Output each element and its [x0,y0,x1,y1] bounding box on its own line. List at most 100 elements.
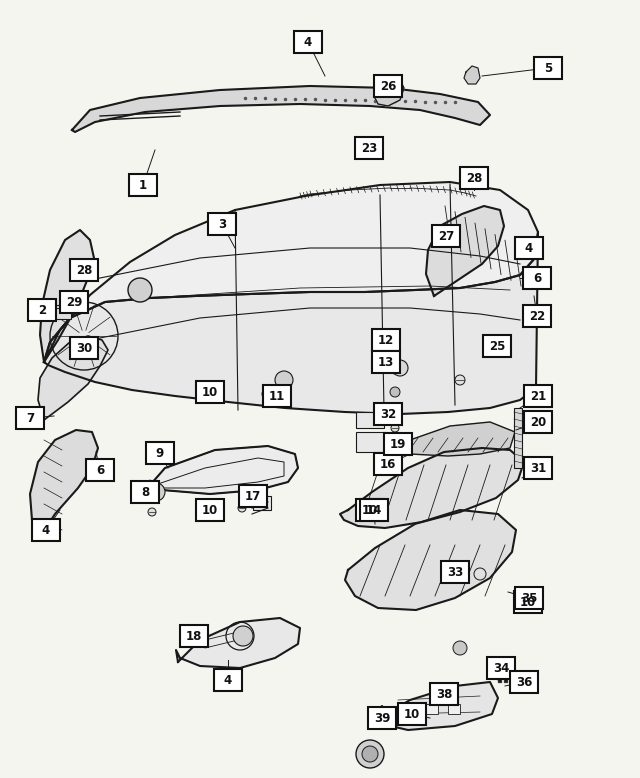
Text: 39: 39 [374,712,390,724]
FancyBboxPatch shape [374,403,402,425]
Polygon shape [44,182,538,362]
Bar [253,496,271,510]
Text: 33: 33 [447,566,463,579]
Text: 10: 10 [362,503,378,517]
Circle shape [147,483,165,501]
Polygon shape [345,510,516,610]
FancyBboxPatch shape [430,683,458,705]
Text: 35: 35 [521,591,537,605]
Circle shape [128,278,152,302]
FancyBboxPatch shape [487,657,515,679]
Text: 4: 4 [224,674,232,686]
FancyBboxPatch shape [131,481,159,503]
Polygon shape [30,430,98,540]
FancyBboxPatch shape [239,485,267,507]
Text: 18: 18 [186,629,202,643]
Circle shape [275,371,293,389]
Text: 28: 28 [76,264,92,276]
Text: 13: 13 [378,356,394,369]
FancyBboxPatch shape [28,299,56,321]
FancyBboxPatch shape [196,381,224,403]
Circle shape [474,568,486,580]
Text: 𝛹: 𝛹 [27,409,37,427]
FancyBboxPatch shape [441,561,469,583]
Polygon shape [385,422,515,456]
FancyBboxPatch shape [523,267,551,289]
Polygon shape [44,232,538,414]
Text: 9: 9 [156,447,164,460]
FancyBboxPatch shape [146,442,174,464]
Polygon shape [140,446,298,494]
FancyBboxPatch shape [360,499,388,521]
Polygon shape [378,682,498,730]
Circle shape [392,360,408,376]
Text: 36: 36 [516,675,532,689]
Circle shape [453,641,467,655]
Text: 1: 1 [139,178,147,191]
FancyBboxPatch shape [32,519,60,541]
Text: 10: 10 [202,386,218,398]
FancyBboxPatch shape [523,305,551,327]
FancyBboxPatch shape [263,385,291,407]
FancyBboxPatch shape [70,259,98,281]
Text: 26: 26 [380,79,396,93]
Polygon shape [340,448,524,528]
Polygon shape [426,206,504,296]
FancyBboxPatch shape [180,625,208,647]
FancyBboxPatch shape [514,591,542,613]
Circle shape [362,746,378,762]
FancyBboxPatch shape [515,587,543,609]
FancyBboxPatch shape [374,75,402,97]
Polygon shape [38,336,108,420]
Text: 6: 6 [96,464,104,476]
Text: 16: 16 [380,457,396,471]
Text: 20: 20 [530,415,546,429]
Polygon shape [374,76,404,106]
Polygon shape [176,618,300,668]
Text: 4: 4 [304,36,312,48]
Text: 34: 34 [493,661,509,675]
Text: 29: 29 [66,296,82,309]
Bar [448,704,460,714]
Text: 25: 25 [489,339,505,352]
FancyBboxPatch shape [129,174,157,196]
Text: 10: 10 [520,595,536,608]
Circle shape [455,375,465,385]
FancyBboxPatch shape [368,707,396,729]
Bar [514,408,522,468]
FancyBboxPatch shape [432,225,460,247]
FancyBboxPatch shape [16,407,44,429]
Bar [356,432,386,452]
Text: 27: 27 [438,230,454,243]
Circle shape [148,508,156,516]
FancyBboxPatch shape [524,457,552,479]
Circle shape [262,388,274,400]
Text: 31: 31 [530,461,546,475]
Bar [356,412,384,428]
Text: 12: 12 [378,334,394,346]
Text: 8: 8 [141,485,149,499]
Bar [426,704,438,714]
Circle shape [391,424,399,432]
Text: 4: 4 [42,524,50,537]
FancyBboxPatch shape [372,329,400,351]
Text: 10: 10 [404,707,420,720]
Text: 11: 11 [269,390,285,402]
FancyBboxPatch shape [70,337,98,359]
Text: 4: 4 [525,241,533,254]
Text: 30: 30 [76,342,92,355]
Text: 19: 19 [390,437,406,450]
Text: 7: 7 [26,412,34,425]
Polygon shape [464,66,480,84]
Text: 6: 6 [533,272,541,285]
Circle shape [233,626,253,646]
Circle shape [390,387,400,397]
FancyBboxPatch shape [294,31,322,53]
FancyBboxPatch shape [356,499,384,521]
FancyBboxPatch shape [398,703,426,725]
Text: 22: 22 [529,310,545,323]
FancyBboxPatch shape [208,213,236,235]
FancyBboxPatch shape [524,411,552,433]
FancyBboxPatch shape [483,335,511,357]
FancyBboxPatch shape [460,167,488,189]
